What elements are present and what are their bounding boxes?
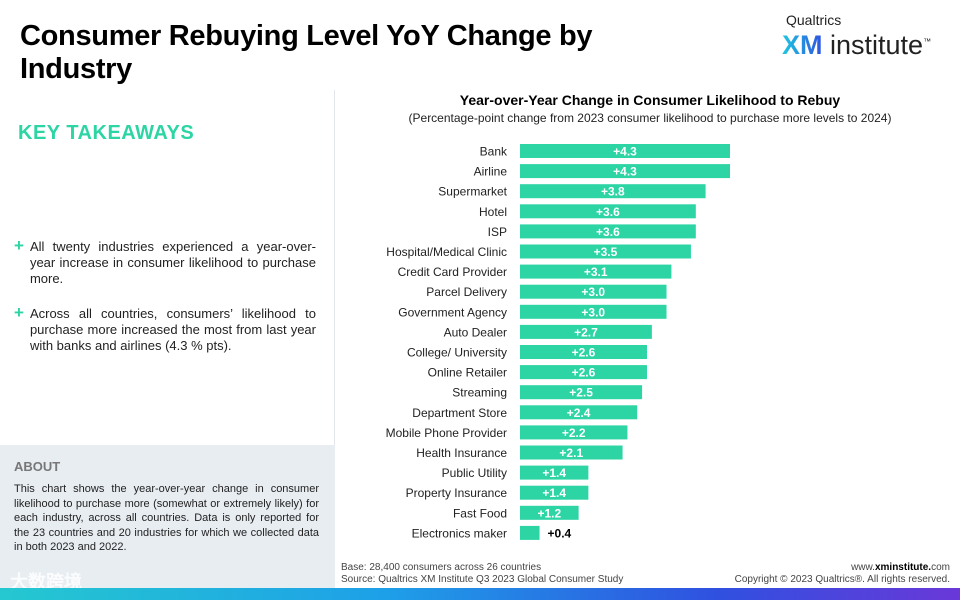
bar [520,324,652,339]
category-label: Property Insurance [406,486,508,500]
bar [520,425,628,440]
website-link[interactable]: www.xminstitute.com [851,562,950,573]
logo-xm: XM [782,30,823,60]
bottom-gradient-bar [0,588,960,600]
bar [520,525,540,540]
category-label: Hospital/Medical Clinic [386,245,507,259]
source-note: Source: Qualtrics XM Institute Q3 2023 G… [341,574,624,585]
category-label: Public Utility [442,466,507,480]
about-text: This chart shows the year-over-year chan… [14,483,319,553]
footer-source: Base: 28,400 consumers across 26 countri… [341,562,623,586]
bar [520,445,623,460]
data-label: +3.8 [601,185,625,199]
category-label: Streaming [452,386,507,400]
data-label: +2.2 [562,426,586,440]
category-label: Supermarket [438,185,507,199]
takeaway-item: + Across all countries, consumers’ likeli… [14,303,316,354]
bar [520,244,691,259]
category-label: Fast Food [453,506,507,520]
data-label: +2.6 [572,346,596,360]
takeaway-text: Across all countries, consumers’ likelih… [29,306,316,353]
category-label: Airline [474,165,508,179]
data-label: +1.2 [537,506,561,520]
bar [520,144,730,158]
bar [520,345,647,359]
data-label: +1.4 [542,486,566,500]
data-label: +4.3 [613,145,637,159]
category-label: Auto Dealer [444,325,507,339]
copyright-text: Copyright © 2023 Qualtrics®. All rights … [734,574,950,585]
data-label: +2.1 [559,446,583,460]
bar [520,164,730,179]
bar [520,485,589,500]
about-heading: ABOUT [14,459,61,474]
bar [520,505,579,520]
divider [334,90,335,445]
chart-subtitle: (Percentage-point change from 2023 consu… [408,111,892,125]
data-label: +3.0 [581,305,605,319]
bar [520,385,643,400]
bar [520,365,647,380]
bar [520,304,667,319]
data-label: +3.6 [596,225,620,239]
category-label: Parcel Delivery [426,285,507,299]
category-label: Online Retailer [428,366,507,380]
category-label: Government Agency [398,305,507,319]
chart-title: Year-over-Year Change in Consumer Likeli… [459,92,841,108]
category-label: College/ University [407,346,507,360]
plus-icon: + [14,236,24,255]
data-label: +1.4 [542,466,566,480]
base-note: Base: 28,400 consumers across 26 countri… [341,562,542,573]
data-label: +3.6 [596,205,620,219]
page-title: Consumer Rebuying Level YoY Change by In… [20,20,593,85]
takeaway-text: All twenty industries experienced a year… [29,239,316,286]
category-label: Health Insurance [416,446,507,460]
data-label: +2.7 [574,325,598,339]
bar [520,284,667,299]
category-label: Mobile Phone Provider [386,426,507,440]
data-label: +3.1 [584,265,608,279]
bar [520,405,638,420]
watermark: 大数跨境 [10,572,82,592]
category-label: Bank [480,145,508,159]
data-label: +2.6 [572,366,596,380]
data-label: +3.5 [594,245,618,259]
bar [520,465,589,480]
key-takeaways-heading: KEY TAKEAWAYS [18,122,195,144]
category-label: Electronics maker [412,526,507,540]
footer-copyright: www.xminstitute.com Copyright © 2023 Qua… [735,562,950,586]
takeaway-item: + All twenty industries experienced a yea… [14,236,316,287]
category-label: Hotel [479,205,507,219]
about-panel: ABOUT This chart shows the year-over-yea… [0,445,335,590]
bar [520,204,696,219]
data-label: +4.3 [613,165,637,179]
logo-tm: ™ [923,37,932,46]
bar [520,224,696,239]
logo-institute: institute [830,30,924,60]
xm-institute-logo: Qualtrics XM institute™ [782,12,931,59]
logo-qualtrics: Qualtrics [786,12,842,28]
category-label: ISP [488,225,507,239]
category-label: Credit Card Provider [398,265,507,279]
bar [520,184,706,199]
bar-chart: Bank +4.3 Airline +4.3 Supermarket +3.8 Hotel +… [386,144,730,540]
data-label: +2.4 [567,406,591,420]
bar [520,264,672,279]
data-label: +2.5 [569,386,593,400]
data-label: +0.4 [548,526,572,540]
plus-icon: + [14,303,24,322]
data-label: +3.0 [581,285,605,299]
category-label: Department Store [412,406,507,420]
